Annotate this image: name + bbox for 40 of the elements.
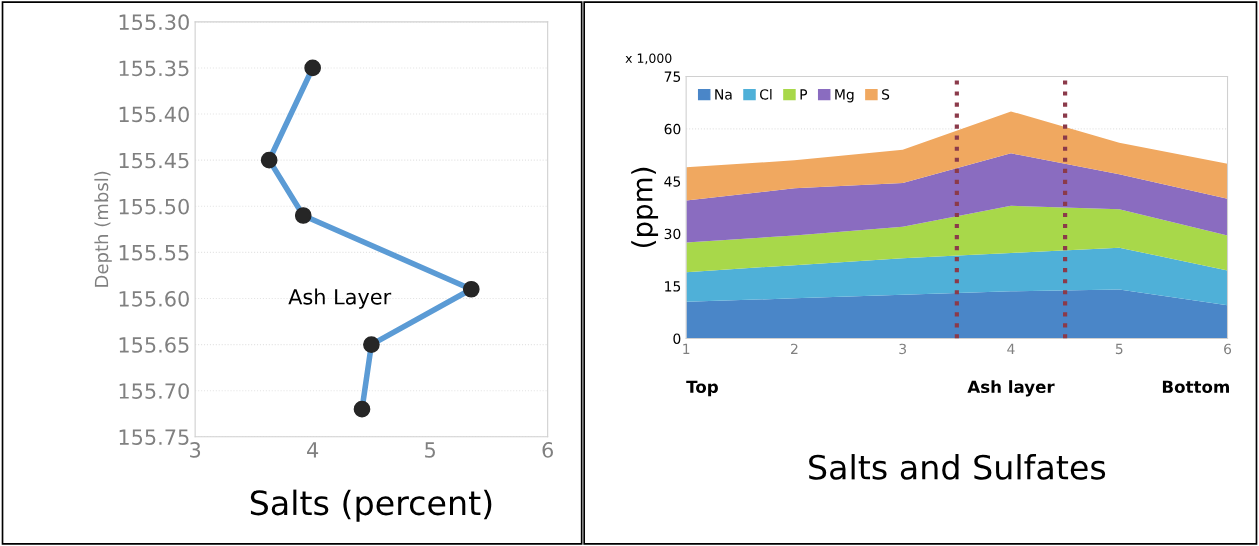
y-tick-label: 60 bbox=[664, 123, 681, 135]
text: Bottom bbox=[1162, 380, 1229, 394]
y-tick-label: 155.50 bbox=[119, 198, 189, 215]
x-tick-label: 5 bbox=[425, 442, 435, 458]
text: Ash layer bbox=[967, 380, 1055, 397]
x-tick-label: 5 bbox=[1115, 343, 1123, 355]
y-tick-label: 155.55 bbox=[119, 245, 189, 261]
y-tick-label: 45 bbox=[664, 176, 681, 187]
x-axis-title: Salts (percent) bbox=[250, 489, 492, 522]
y-tick-label: 15 bbox=[665, 281, 681, 292]
y-tick-label: 155.75 bbox=[119, 429, 189, 446]
y-tick-label: 155.60 bbox=[119, 290, 189, 307]
y-tick-label: 75 bbox=[664, 71, 681, 82]
y-tick-label: 155.35 bbox=[119, 60, 189, 77]
legend-label: S bbox=[882, 89, 890, 100]
x-tick-label: 6 bbox=[1224, 343, 1232, 355]
y-axis-title: (ppm) bbox=[631, 167, 659, 248]
legend-label: Cl bbox=[760, 88, 772, 100]
x-tick-label: 4 bbox=[1007, 343, 1015, 354]
text: Top bbox=[686, 380, 718, 397]
y-tick-label: 0 bbox=[673, 333, 681, 344]
legend-label: Mg bbox=[835, 89, 854, 103]
x-tick-label: 3 bbox=[899, 343, 907, 355]
annotation: Ash Layer bbox=[288, 288, 392, 309]
x-axis-title: Salts and Sulfates bbox=[809, 454, 1106, 480]
legend-label: Na bbox=[715, 89, 732, 100]
legend-label: P bbox=[800, 89, 808, 100]
y-tick-label: 30 bbox=[664, 228, 681, 240]
x-tick-label: 2 bbox=[791, 343, 798, 354]
y-tick-label: 155.65 bbox=[119, 337, 189, 353]
x-tick-label: 4 bbox=[307, 442, 319, 458]
x-tick-label: 3 bbox=[190, 442, 201, 458]
y-axis-title: Depth (mbsl) bbox=[94, 171, 112, 287]
text: x 1,000 bbox=[625, 53, 672, 65]
x-tick-label: 6 bbox=[542, 442, 553, 458]
y-tick-label: 155.30 bbox=[119, 14, 189, 31]
y-tick-label: 155.70 bbox=[119, 383, 189, 399]
y-tick-label: 155.45 bbox=[119, 152, 189, 169]
x-tick-label: 1 bbox=[683, 343, 690, 354]
y-tick-label: 155.40 bbox=[119, 106, 189, 123]
